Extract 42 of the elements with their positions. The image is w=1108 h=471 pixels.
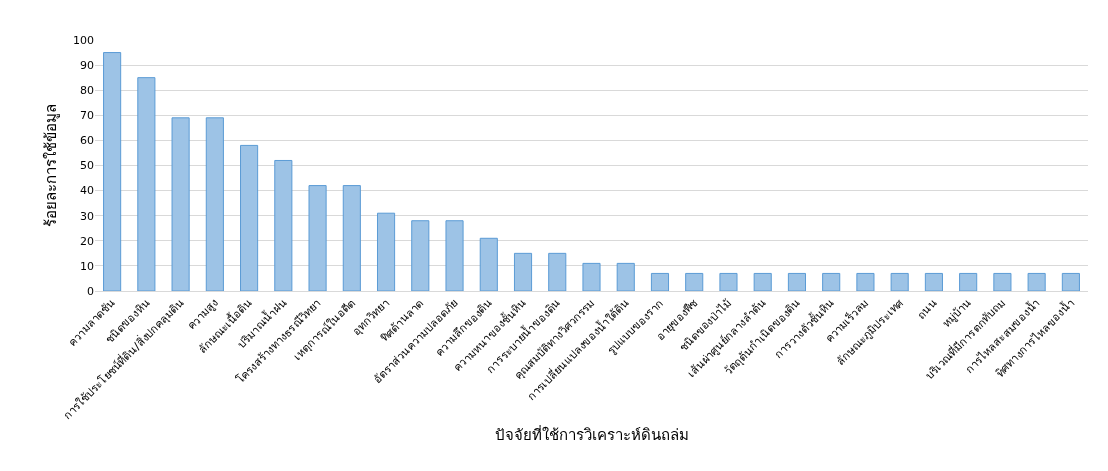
y-tick-label: 0 [87,284,94,298]
y-tick-label: 20 [80,234,94,248]
bar [479,237,498,291]
y-tick-label: 30 [80,209,94,223]
bar [240,144,259,291]
bar [376,212,396,291]
y-tick-label: 50 [80,159,94,173]
bar [274,159,293,291]
bar [445,220,464,291]
bar [787,272,807,291]
bar [753,272,772,291]
bar [1027,272,1046,291]
bar [308,185,327,291]
bar [993,272,1012,291]
bar [685,272,704,291]
bar [616,262,635,291]
y-tick-label: 100 [73,33,94,47]
bar [650,272,670,291]
bar [719,272,738,291]
bar [822,272,841,291]
bar [959,272,978,291]
y-tick-label: 70 [80,109,94,123]
y-tick-label: 80 [80,84,94,98]
bar [103,52,122,291]
bar [513,252,533,291]
y-tick-label: 40 [80,184,94,198]
bar [342,185,361,291]
bar [1061,272,1080,291]
x-axis-title: ปัจจัยที่ใช้การวิเคราะห์ดินถล่ม [494,424,689,445]
bar [548,252,567,291]
bar [856,272,875,291]
bar [411,220,430,291]
bar [171,117,190,291]
y-tick-label: 10 [80,259,94,273]
bar [137,77,156,291]
bar [205,117,224,291]
y-tick-label: 90 [80,58,94,72]
bar [924,272,943,291]
bar [890,272,909,291]
y-axis-title: ร้อยละการใช้ข้อมูล [42,104,61,227]
y-tick-label: 60 [80,134,94,148]
bar [582,262,601,291]
